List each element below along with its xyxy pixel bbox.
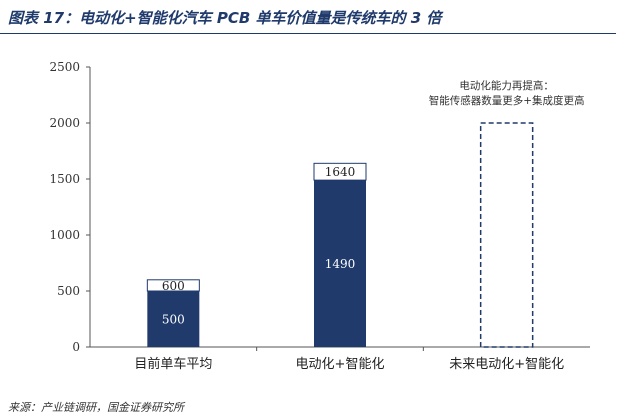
source-note: 来源：产业链调研，国金证券研究所 (8, 401, 184, 414)
bar-top-segment (146, 279, 200, 292)
y-tick-label: 0 (72, 340, 80, 354)
y-tick-label: 1000 (49, 228, 80, 242)
bar-base-segment (314, 180, 366, 347)
x-category-label: 目前单车平均 (134, 356, 212, 372)
total-value-label: 1640 (325, 165, 356, 179)
title-divider (0, 33, 616, 34)
x-category-label: 电动化+智能化 (296, 357, 385, 372)
chart-title: 图表 17：电动化+智能化汽车 PCB 单车价值量是传统车的 3 倍 (8, 9, 442, 27)
bar-base-segment (147, 291, 200, 347)
base-value-label: 500 (162, 313, 185, 327)
y-tick-label: 1500 (49, 172, 80, 186)
future-bar-outline (479, 122, 534, 348)
y-tick-label: 500 (57, 284, 80, 298)
annotation-line-2: 智能传感器数量更多+集成度更高 (429, 94, 585, 107)
bar-top-segment (313, 162, 367, 181)
annotation-line-1: 电动化能力再提高： (459, 79, 554, 92)
y-tick-label: 2500 (49, 60, 80, 74)
total-value-label: 600 (162, 279, 185, 293)
base-value-label: 1490 (325, 257, 356, 271)
y-tick-label: 2000 (49, 116, 80, 130)
x-category-label: 未来电动化+智能化 (449, 357, 564, 372)
